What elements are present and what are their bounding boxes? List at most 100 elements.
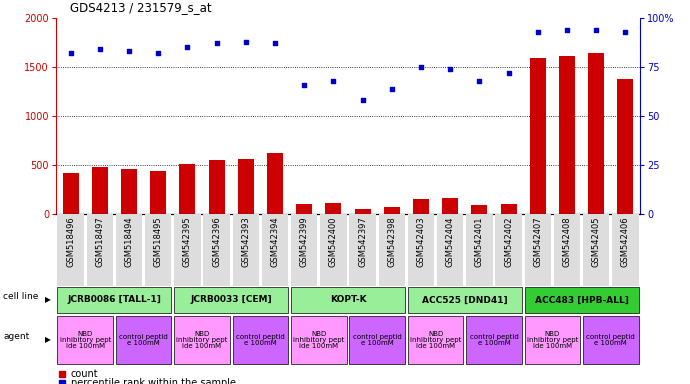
FancyBboxPatch shape (262, 214, 288, 286)
Point (503, 70, 514, 76)
Point (386, 86, 397, 92)
Text: GSM542404: GSM542404 (446, 216, 455, 266)
Bar (530, 58, 546, 214)
Bar (559, 56, 575, 214)
Text: ▶: ▶ (45, 336, 51, 344)
Bar (500, 204, 517, 214)
FancyBboxPatch shape (583, 316, 638, 364)
FancyBboxPatch shape (116, 214, 142, 286)
Point (65, 50, 76, 56)
Text: GSM542395: GSM542395 (183, 216, 192, 267)
FancyBboxPatch shape (291, 287, 405, 313)
Point (591, 27, 602, 33)
Text: ▶: ▶ (45, 296, 51, 305)
Text: GSM542407: GSM542407 (533, 216, 542, 267)
Point (532, 29, 543, 35)
Text: GSM542398: GSM542398 (387, 216, 396, 267)
FancyBboxPatch shape (349, 316, 405, 364)
Text: JCRB0033 [CEM]: JCRB0033 [CEM] (190, 296, 272, 305)
FancyBboxPatch shape (524, 316, 580, 364)
FancyBboxPatch shape (57, 214, 83, 286)
Text: GSM542399: GSM542399 (299, 216, 308, 267)
Bar (92, 167, 108, 214)
Text: GSM542406: GSM542406 (621, 216, 630, 267)
FancyBboxPatch shape (57, 287, 171, 313)
Text: KOPT-K: KOPT-K (330, 296, 366, 305)
Bar (179, 164, 195, 214)
FancyBboxPatch shape (554, 214, 580, 286)
Text: percentile rank within the sample: percentile rank within the sample (70, 378, 235, 384)
FancyBboxPatch shape (583, 214, 609, 286)
Point (562, 27, 573, 33)
Bar (618, 79, 633, 214)
Text: GSM542400: GSM542400 (329, 216, 338, 266)
Text: GSM542403: GSM542403 (417, 216, 426, 267)
Text: NBD
inhibitory pept
ide 100mM: NBD inhibitory pept ide 100mM (177, 331, 228, 349)
FancyBboxPatch shape (466, 214, 493, 286)
Bar (208, 160, 225, 214)
Text: NBD
inhibitory pept
ide 100mM: NBD inhibitory pept ide 100mM (526, 331, 578, 349)
Text: control peptid
e 100mM: control peptid e 100mM (586, 334, 635, 346)
Text: GSM542401: GSM542401 (475, 216, 484, 266)
Point (357, 97, 368, 103)
Text: GDS4213 / 231579_s_at: GDS4213 / 231579_s_at (70, 1, 211, 14)
Bar (413, 199, 429, 214)
FancyBboxPatch shape (233, 316, 288, 364)
Point (270, 40, 281, 46)
Point (620, 29, 631, 35)
FancyBboxPatch shape (320, 214, 346, 286)
FancyBboxPatch shape (466, 316, 522, 364)
FancyBboxPatch shape (233, 214, 259, 286)
Text: GSM542397: GSM542397 (358, 216, 367, 267)
FancyBboxPatch shape (204, 214, 230, 286)
FancyBboxPatch shape (349, 214, 376, 286)
Point (415, 64, 426, 70)
Text: ACC525 [DND41]: ACC525 [DND41] (422, 296, 508, 305)
Point (124, 48, 135, 55)
Text: NBD
inhibitory pept
ide 100mM: NBD inhibitory pept ide 100mM (410, 331, 462, 349)
Point (444, 66, 455, 72)
FancyBboxPatch shape (408, 287, 522, 313)
Text: GSM542394: GSM542394 (270, 216, 279, 267)
FancyBboxPatch shape (175, 316, 230, 364)
Text: control peptid
e 100mM: control peptid e 100mM (236, 334, 285, 346)
FancyBboxPatch shape (495, 214, 522, 286)
Text: NBD
inhibitory pept
ide 100mM: NBD inhibitory pept ide 100mM (293, 331, 344, 349)
Bar (384, 207, 400, 214)
FancyBboxPatch shape (524, 214, 551, 286)
FancyBboxPatch shape (379, 214, 405, 286)
Bar (355, 209, 371, 214)
Text: ACC483 [HPB-ALL]: ACC483 [HPB-ALL] (535, 296, 629, 305)
FancyBboxPatch shape (116, 316, 171, 364)
Point (182, 44, 193, 50)
Text: count: count (70, 369, 98, 379)
FancyBboxPatch shape (175, 214, 201, 286)
Text: agent: agent (3, 332, 30, 341)
FancyBboxPatch shape (437, 214, 464, 286)
Text: control peptid
e 100mM: control peptid e 100mM (353, 334, 402, 346)
Text: GSM542396: GSM542396 (212, 216, 221, 267)
Text: JCRB0086 [TALL-1]: JCRB0086 [TALL-1] (68, 296, 161, 305)
Point (95, 46, 106, 53)
Text: GSM542402: GSM542402 (504, 216, 513, 266)
Bar (296, 204, 313, 214)
Bar (442, 198, 458, 214)
Bar (150, 171, 166, 214)
FancyBboxPatch shape (408, 316, 464, 364)
Text: GSM518496: GSM518496 (66, 216, 75, 267)
Point (299, 81, 310, 88)
Text: NBD
inhibitory pept
ide 100mM: NBD inhibitory pept ide 100mM (59, 331, 111, 349)
FancyBboxPatch shape (408, 214, 434, 286)
FancyBboxPatch shape (175, 287, 288, 313)
FancyBboxPatch shape (291, 214, 317, 286)
FancyBboxPatch shape (57, 316, 113, 364)
Point (240, 38, 251, 45)
Text: control peptid
e 100mM: control peptid e 100mM (470, 334, 518, 346)
Bar (238, 159, 254, 214)
Point (152, 50, 164, 56)
Text: GSM518494: GSM518494 (124, 216, 133, 267)
Bar (63, 173, 79, 214)
Bar (471, 205, 487, 214)
Text: control peptid
e 100mM: control peptid e 100mM (119, 334, 168, 346)
FancyBboxPatch shape (612, 214, 638, 286)
